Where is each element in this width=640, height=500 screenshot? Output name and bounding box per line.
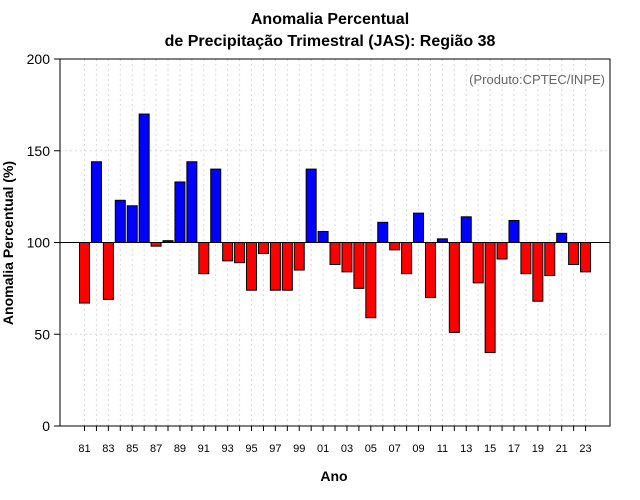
bars-group: [79, 113, 592, 354]
x-tick-label: 03: [341, 443, 353, 455]
bar-10: [424, 242, 436, 299]
bar-19: [532, 242, 544, 302]
bar-17: [508, 219, 520, 243]
bar-14: [472, 242, 484, 284]
bar-07: [389, 242, 401, 251]
x-tick-label: 89: [174, 443, 186, 455]
bar-99: [293, 242, 305, 271]
bar-04: [353, 242, 365, 289]
grid-lines: [60, 58, 610, 427]
y-tick-label: 150: [27, 143, 51, 159]
x-tick-label: 93: [222, 443, 234, 455]
bar-87: [150, 242, 162, 247]
bar-21: [556, 232, 568, 243]
bar-03: [341, 242, 353, 273]
bar-16: [496, 242, 508, 260]
bar-23: [580, 242, 592, 273]
x-tick-label: 13: [460, 443, 472, 455]
bar-09: [413, 212, 425, 243]
chart-title-line1: Anomalia Percentual: [251, 11, 409, 28]
bar-93: [222, 242, 234, 262]
bar-89: [174, 181, 186, 244]
bar-22: [568, 242, 580, 266]
x-axis-label: Ano: [320, 468, 347, 484]
bar-97: [269, 242, 281, 291]
bar-96: [257, 242, 269, 255]
bar-81: [79, 242, 90, 304]
x-tick-label: 19: [532, 443, 544, 455]
bar-11: [436, 238, 448, 244]
y-axis-label: Anomalia Percentual (%): [0, 161, 16, 325]
bar-13: [460, 216, 472, 243]
x-tick-label: 05: [365, 443, 377, 455]
x-tick-label: 07: [389, 443, 401, 455]
x-tick-label: 23: [579, 443, 591, 455]
y-tick-label: 50: [34, 326, 50, 342]
bar-86: [138, 113, 150, 243]
chart-title-line2: de Precipitação Trimestral (JAS): Região…: [165, 33, 496, 50]
bar-15: [484, 242, 496, 354]
bar-94: [234, 242, 246, 264]
x-tick-label: 99: [293, 443, 305, 455]
bar-18: [520, 242, 532, 275]
bar-92: [210, 168, 222, 244]
bar-20: [544, 242, 556, 277]
x-tick-label: 85: [126, 443, 138, 455]
y-tick-label: 200: [27, 51, 51, 67]
bar-83: [102, 242, 114, 300]
bar-02: [329, 242, 341, 266]
bar-06: [377, 221, 389, 244]
bar-01: [317, 230, 329, 244]
bar-08: [401, 242, 413, 275]
bar-05: [365, 242, 377, 319]
x-tick-label: 95: [245, 443, 257, 455]
y-tick-label: 100: [27, 235, 51, 251]
x-tick-label: 21: [556, 443, 568, 455]
y-axis: 0 50 100 150 200: [27, 51, 60, 434]
x-axis: 81 83 85 87 89 91 93 95 97 99 01 03 05 07 09 11 13 15 17 19…: [78, 426, 592, 455]
x-tick-label: 87: [150, 443, 162, 455]
x-tick-label: 11: [437, 443, 448, 455]
x-tick-label: 15: [484, 443, 496, 455]
bar-84: [114, 199, 126, 243]
x-tick-label: 09: [412, 443, 424, 455]
bar-98: [281, 242, 293, 291]
bar-90: [186, 161, 198, 243]
bar-91: [198, 242, 210, 275]
bar-85: [126, 205, 138, 244]
x-tick-label: 17: [508, 443, 520, 455]
x-tick-label: 91: [198, 443, 210, 455]
x-tick-label: 83: [102, 443, 114, 455]
y-tick-label: 0: [42, 418, 50, 434]
source-label: (Produto:CPTEC/INPE): [469, 72, 605, 87]
bar-12: [448, 242, 460, 333]
bar-00: [305, 168, 317, 244]
x-tick-label: 01: [317, 443, 329, 455]
x-tick-label: 81: [78, 443, 90, 455]
bar-95: [246, 242, 258, 291]
bar-82: [90, 161, 102, 243]
x-tick-label: 97: [269, 443, 281, 455]
